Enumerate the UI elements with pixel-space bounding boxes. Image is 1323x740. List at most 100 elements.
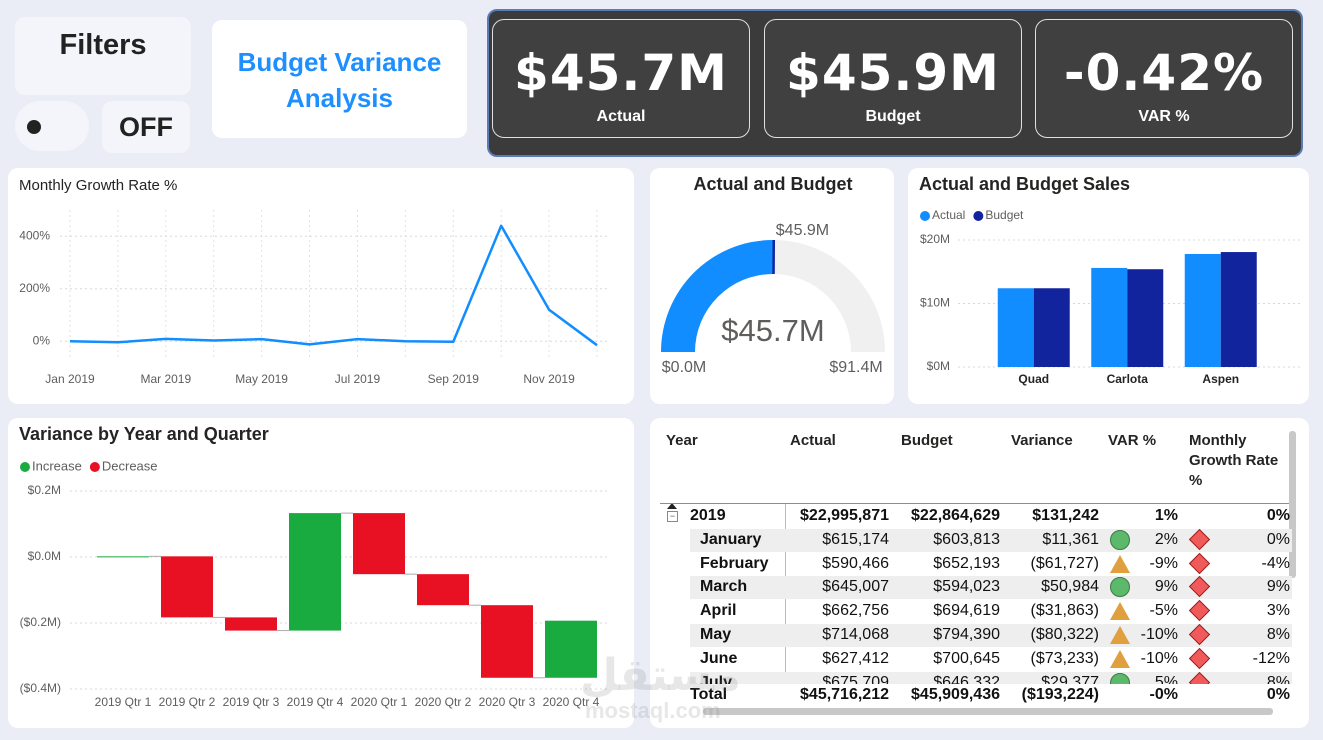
x-tick-label: 2020 Qtr 3 xyxy=(479,695,536,709)
table-cell: ($31,863) xyxy=(1030,602,1100,620)
legend-label: Actual xyxy=(932,208,965,222)
table-cell: 3% xyxy=(1266,602,1290,620)
legend-label: Increase xyxy=(32,458,82,473)
table-cell: 9% xyxy=(1154,578,1178,596)
sort-arrow[interactable] xyxy=(667,503,677,509)
table-cell: $594,023 xyxy=(933,578,1000,596)
table-cell: -12% xyxy=(1252,649,1290,667)
gauge-value xyxy=(661,240,773,352)
table-cell: -0% xyxy=(1149,686,1178,703)
bar xyxy=(1127,269,1164,367)
toggle[interactable] xyxy=(15,101,89,151)
bar xyxy=(1184,253,1221,367)
table-cell: $627,412 xyxy=(822,649,889,667)
row-band xyxy=(690,576,1292,600)
horizontal-scrollbar[interactable] xyxy=(703,708,1273,715)
table-cell: ($80,322) xyxy=(1030,626,1100,643)
watermark-url: mostaql.com xyxy=(585,698,721,723)
y-tick-label: $20M xyxy=(920,232,950,246)
table-cell: $646,332 xyxy=(933,673,1000,684)
chart-title: Actual and Budget xyxy=(693,174,852,194)
x-tick-label: 2020 Qtr 2 xyxy=(415,695,472,709)
x-tick-label: May 2019 xyxy=(235,372,288,386)
table-cell: $131,242 xyxy=(1032,507,1099,524)
table-cell: $652,193 xyxy=(933,554,1000,572)
x-tick-label: Aspen xyxy=(1202,372,1239,386)
x-tick-label: Nov 2019 xyxy=(523,372,575,386)
table-cell: $603,813 xyxy=(933,530,1000,548)
legend-label: Decrease xyxy=(102,458,158,473)
page-title: Budget Variance Analysis xyxy=(237,47,442,113)
y-tick-label: $0.2M xyxy=(28,483,61,497)
toggle-knob xyxy=(27,120,41,134)
row-band xyxy=(690,671,1292,684)
gauge-max-label: $91.4M xyxy=(829,359,882,376)
ok-icon xyxy=(1110,529,1130,550)
y-tick-label: 400% xyxy=(19,228,50,242)
line-card xyxy=(8,168,634,404)
column-header: Variance xyxy=(1011,432,1073,449)
column-header: Year xyxy=(666,432,698,449)
x-tick-label: 2019 Qtr 3 xyxy=(223,695,280,709)
bar xyxy=(997,288,1034,367)
table-cell: $590,466 xyxy=(822,554,889,572)
bar xyxy=(545,620,597,678)
gauge-value-label: $45.7M xyxy=(721,313,824,348)
y-tick-label: $10M xyxy=(920,296,950,310)
table-cell: $11,361 xyxy=(1042,530,1099,548)
x-tick-label: Mar 2019 xyxy=(140,372,191,386)
x-tick-label: Carlota xyxy=(1107,372,1149,386)
row-label: Total xyxy=(690,686,728,703)
table-cell: $714,068 xyxy=(822,626,889,643)
legend-marker xyxy=(89,462,100,472)
bar xyxy=(417,574,469,606)
kpi-value: -0.42% xyxy=(1063,44,1265,102)
legend-marker xyxy=(973,211,984,221)
warning-icon xyxy=(1110,649,1130,668)
bar xyxy=(481,605,533,678)
y-tick-label: 200% xyxy=(19,281,50,295)
kpi-value: $45.7M xyxy=(514,44,728,102)
filters-card[interactable]: Filters xyxy=(15,17,191,95)
toggle-state-card: OFF xyxy=(102,101,190,153)
column-header: Actual xyxy=(790,432,836,449)
x-tick-label: 2019 Qtr 1 xyxy=(95,695,152,709)
x-tick-label: Quad xyxy=(1018,372,1049,386)
legend-marker xyxy=(920,211,930,221)
line xyxy=(69,224,598,347)
table-cell: $45,909,436 xyxy=(911,686,1000,703)
table-cell: 5% xyxy=(1154,673,1178,684)
row-label: May xyxy=(700,626,732,643)
chart-title: Actual and Budget Sales xyxy=(919,174,1130,194)
table-cell: $700,645 xyxy=(933,649,1000,667)
warning-icon xyxy=(1110,554,1130,573)
ok-icon xyxy=(1110,577,1130,598)
row-label: 2019 xyxy=(690,507,726,524)
table-cell: $45,716,212 xyxy=(800,686,889,703)
kpi-value: $45.9M xyxy=(786,44,1000,102)
table-cell: 1% xyxy=(1154,507,1178,524)
kpi-card: -0.42% VAR % xyxy=(1035,19,1293,138)
table-cell: $645,007 xyxy=(822,578,889,596)
gauge-target-label: $45.9M xyxy=(776,222,829,239)
bar xyxy=(225,617,277,631)
legend-label: Budget xyxy=(985,208,1024,222)
table-cell: -10% xyxy=(1140,649,1178,667)
table-cell: $662,756 xyxy=(822,602,889,620)
table-body: − 2019 $22,995,871 $22,864,629 $131,242 1% 0% J… xyxy=(0,505,1323,684)
column-header: Budget xyxy=(901,432,953,449)
table-cell: 2% xyxy=(1154,530,1178,548)
table-cell: $50,984 xyxy=(1041,578,1099,596)
bar xyxy=(1220,252,1257,367)
column-header: Monthly Growth Rate % xyxy=(1189,432,1279,489)
table-cell: 9% xyxy=(1266,578,1290,596)
y-tick-label: $0.0M xyxy=(28,549,61,563)
bar xyxy=(1091,267,1128,367)
x-tick-label: 2020 Qtr 4 xyxy=(543,695,600,709)
table-cell: 8% xyxy=(1266,626,1290,643)
table-cell: 0% xyxy=(1266,507,1290,524)
y-tick-label: 0% xyxy=(33,333,51,347)
gauge-min-label: $0.0M xyxy=(662,359,706,376)
vertical-scrollbar[interactable] xyxy=(1289,431,1296,578)
